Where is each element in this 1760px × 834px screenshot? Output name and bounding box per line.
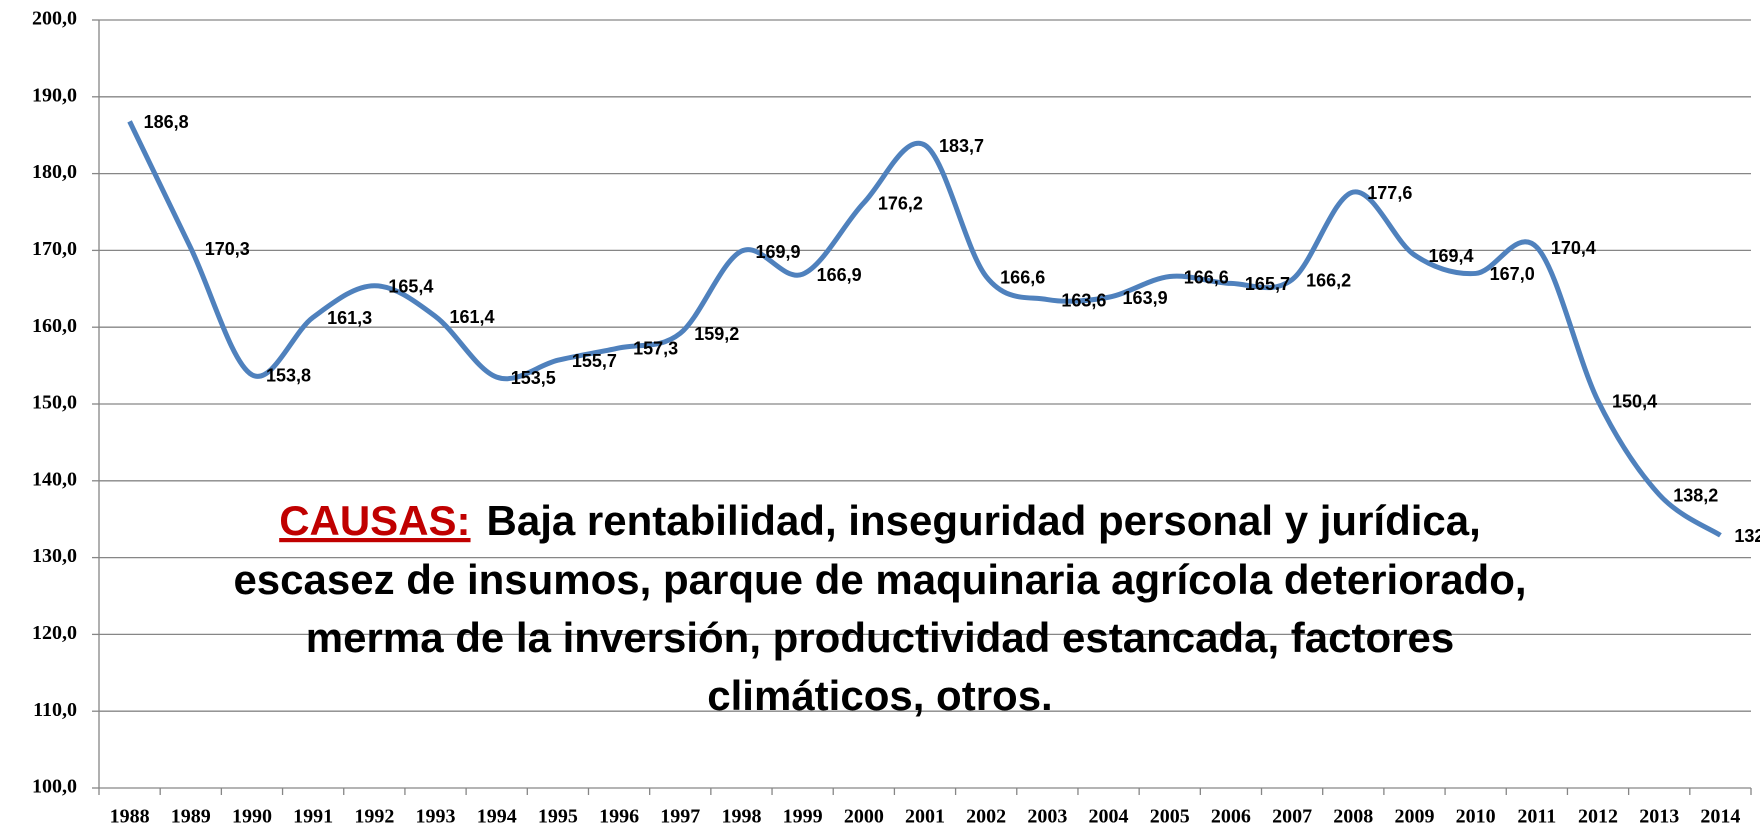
annotation-line: CAUSAS: Baja rentabilidad, inseguridad pe…: [279, 497, 1481, 544]
data-label: 157,3: [633, 339, 678, 359]
x-tick-label: 2003: [1027, 806, 1067, 828]
x-tick-label: 2007: [1272, 806, 1312, 828]
data-label: 183,7: [939, 136, 984, 156]
x-tick-label: 2010: [1456, 806, 1496, 828]
data-label: 176,2: [878, 194, 923, 214]
data-label: 186,8: [144, 112, 189, 132]
x-tick-label: 1995: [538, 806, 578, 828]
annotation-line: escasez de insumos, parque de maquinaria…: [233, 556, 1526, 603]
x-tick-label: 2004: [1089, 806, 1129, 828]
x-tick-label: 1991: [293, 806, 333, 828]
y-tick-label: 190,0: [32, 84, 77, 106]
x-tick-label: 1994: [477, 806, 517, 828]
data-label: 150,4: [1612, 392, 1657, 412]
data-label: 170,4: [1551, 238, 1596, 258]
x-tick-label: 2005: [1150, 806, 1190, 828]
x-tick-label: 1998: [721, 806, 761, 828]
data-label: 165,4: [388, 276, 433, 296]
annotation-line: climáticos, otros.: [707, 672, 1052, 719]
x-tick-label: 1997: [660, 806, 700, 828]
y-tick-label: 160,0: [32, 315, 77, 337]
x-tick-label: 2009: [1394, 806, 1434, 828]
data-label: 166,2: [1306, 270, 1351, 290]
data-label: 169,9: [755, 242, 800, 262]
data-label: 161,3: [327, 308, 372, 328]
data-label: 132,9: [1734, 526, 1760, 546]
data-label: 138,2: [1673, 485, 1718, 505]
data-label: 165,7: [1245, 274, 1290, 294]
y-tick-label: 200,0: [32, 8, 77, 30]
annotation-text: merma de la inversión, productividad est…: [306, 614, 1454, 661]
data-label: 163,6: [1061, 290, 1106, 310]
annotation-text: escasez de insumos, parque de maquinaria…: [233, 556, 1526, 603]
data-label: 169,4: [1428, 246, 1473, 266]
x-tick-label: 2014: [1700, 806, 1740, 828]
x-tick-label: 1996: [599, 806, 639, 828]
data-label: 163,9: [1123, 288, 1168, 308]
y-tick-label: 100,0: [32, 776, 77, 798]
y-tick-label: 150,0: [32, 392, 77, 414]
y-tick-label: 140,0: [32, 468, 77, 490]
x-tick-label: 1990: [232, 806, 272, 828]
data-label: 167,0: [1490, 264, 1535, 284]
y-tick-label: 130,0: [32, 545, 77, 567]
data-label: 170,3: [205, 239, 250, 259]
x-tick-label: 2012: [1578, 806, 1618, 828]
x-tick-label: 2000: [844, 806, 884, 828]
data-label: 153,5: [511, 368, 556, 388]
data-label: 153,8: [266, 366, 311, 386]
x-tick-label: 1989: [171, 806, 211, 828]
y-tick-label: 110,0: [33, 699, 77, 721]
x-tick-label: 1999: [783, 806, 823, 828]
data-label: 166,6: [1000, 267, 1045, 287]
data-label: 177,6: [1367, 183, 1412, 203]
y-tick-label: 180,0: [32, 161, 77, 183]
annotation-text: Baja rentabilidad, inseguridad personal …: [487, 497, 1481, 544]
annotation-heading: CAUSAS:: [279, 497, 470, 544]
line: [127, 120, 1722, 538]
x-tick-label: 2011: [1517, 806, 1556, 828]
data-label: 166,6: [1184, 267, 1229, 287]
annotation-line: merma de la inversión, productividad est…: [306, 614, 1454, 661]
x-tick-label: 2013: [1639, 806, 1679, 828]
x-tick-label: 2002: [966, 806, 1006, 828]
x-tick-label: 2001: [905, 806, 945, 828]
data-label: 166,9: [817, 265, 862, 285]
x-tick-label: 1992: [354, 806, 394, 828]
x-tick-label: 2006: [1211, 806, 1251, 828]
data-label: 155,7: [572, 351, 617, 371]
x-tick-label: 1993: [416, 806, 456, 828]
annotation-text: climáticos, otros.: [707, 672, 1052, 719]
x-tick-label: 2008: [1333, 806, 1373, 828]
x-tick-label: 1988: [110, 806, 150, 828]
data-label: 159,2: [694, 324, 739, 344]
y-tick-label: 170,0: [32, 238, 77, 260]
data-label: 161,4: [450, 307, 495, 327]
y-tick-label: 120,0: [32, 622, 77, 644]
